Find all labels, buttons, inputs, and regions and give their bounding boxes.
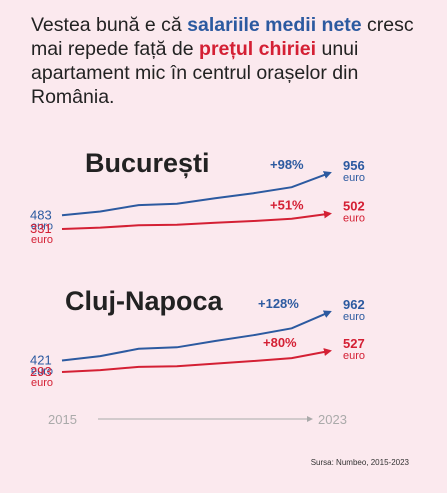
- panel-title: București: [85, 148, 210, 178]
- salary-start-value: 483: [30, 207, 52, 222]
- x-axis-end-label: 2023: [318, 412, 347, 427]
- salary-end-unit: euro: [343, 311, 365, 323]
- rent-change-label: +80%: [263, 335, 297, 350]
- rent-start-unit: euro: [31, 234, 53, 246]
- salary-change-label: +128%: [258, 296, 299, 311]
- source-note: Sursa: Numbeo, 2015-2023: [310, 458, 409, 467]
- salary-end-value: 962: [343, 297, 365, 312]
- panel-title: Cluj-Napoca: [65, 286, 224, 316]
- headline-salary-highlight: salariile medii nete: [187, 14, 362, 36]
- salary-end-unit: euro: [343, 172, 365, 184]
- rent-end-unit: euro: [343, 213, 365, 225]
- rent-end-value: 502: [343, 199, 365, 214]
- rent-line: [61, 210, 332, 230]
- rent-line: [61, 348, 332, 373]
- x-axis-start-label: 2015: [48, 412, 77, 427]
- x-axis: 2015 2023: [48, 412, 347, 427]
- chart-panel-2: Cluj-Napoca421euro962euro+128%293euro527…: [30, 286, 365, 389]
- headline: Vestea bună e că salariile medii nete cr…: [31, 13, 431, 109]
- chart-panel-1: București483euro956euro+98%331euro502eur…: [30, 148, 365, 246]
- salary-start-value: 421: [30, 352, 52, 367]
- salary-change-label: +98%: [270, 157, 304, 172]
- rent-start-unit: euro: [31, 377, 53, 389]
- rent-start-value: 331: [30, 221, 52, 236]
- rent-end-unit: euro: [343, 350, 365, 362]
- headline-part-3: cresc mai repede față de: [31, 14, 414, 60]
- headline-rent-highlight: prețul chiriei: [199, 38, 317, 60]
- headline-part-1: Vestea bună e că: [31, 14, 188, 36]
- rent-end-value: 527: [343, 336, 365, 351]
- salary-line: [61, 310, 332, 362]
- rent-change-label: +51%: [270, 198, 304, 213]
- salary-start-unit: euro: [31, 220, 53, 232]
- salary-end-value: 956: [343, 158, 365, 173]
- salary-line: [61, 171, 332, 217]
- salary-start-unit: euro: [31, 365, 53, 377]
- headline-part-5: unui apartament mic în centrul orașelor …: [31, 38, 359, 108]
- rent-start-value: 293: [30, 364, 52, 379]
